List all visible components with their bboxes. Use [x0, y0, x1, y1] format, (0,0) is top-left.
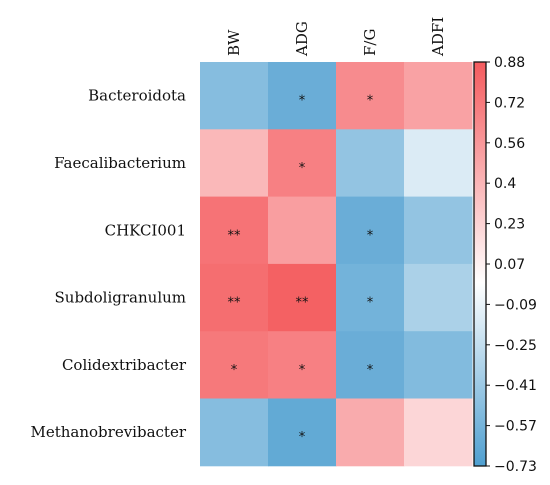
heatmap-cell	[200, 62, 269, 130]
colorbar-tick-label: 0.56	[494, 136, 525, 152]
heatmap-cell	[404, 331, 473, 399]
row-label: Subdoligranulum	[55, 289, 186, 307]
colorbar-tick-label: 0.23	[494, 217, 525, 233]
colorbar-tick-label: −0.09	[494, 297, 537, 313]
significance-mark: *	[367, 94, 374, 109]
heatmap-cell	[268, 398, 337, 467]
significance-mark: *	[299, 430, 306, 445]
column-label: F/G	[361, 29, 379, 56]
significance-mark: *	[367, 363, 374, 378]
significance-mark: *	[299, 363, 306, 378]
heatmap-cell	[200, 331, 269, 399]
heatmap-cell	[336, 331, 405, 399]
significance-mark: **	[228, 296, 242, 311]
colorbar-tick-label: −0.41	[494, 378, 537, 394]
colorbar-tick-label: −0.57	[494, 419, 537, 435]
significance-mark: *	[231, 363, 238, 378]
heatmap-cell	[268, 129, 337, 198]
significance-mark: **	[228, 228, 242, 243]
heatmap-cell	[268, 331, 337, 399]
colorbar-tick-label: 0.07	[494, 257, 525, 273]
significance-mark: **	[296, 296, 310, 311]
heatmap-cell	[268, 263, 337, 332]
row-label: Faecalibacterium	[54, 154, 186, 172]
heatmap-cell	[336, 263, 405, 332]
row-label: Bacteroidota	[88, 87, 186, 105]
heatmap-cell	[336, 129, 405, 198]
significance-mark: *	[367, 296, 374, 311]
colorbar-tick-label: 0.4	[494, 176, 516, 192]
heatmap-cell	[200, 263, 269, 332]
heatmap-cell	[268, 196, 337, 265]
heatmap-cell	[200, 196, 269, 265]
colorbar-tick-label: −0.73	[494, 459, 537, 475]
colorbar-tick-label: −0.25	[494, 338, 537, 354]
heatmap-cell	[404, 398, 473, 467]
column-label: ADG	[293, 21, 311, 57]
heatmap-cell	[336, 62, 405, 130]
heatmap-cell	[200, 398, 269, 467]
colorbar	[473, 61, 487, 467]
column-label: ADFI	[429, 17, 447, 57]
significance-mark: *	[299, 94, 306, 109]
heatmap-cell	[336, 398, 405, 467]
column-label: BW	[225, 29, 243, 56]
heatmap-cell	[336, 196, 405, 265]
heatmap-cell	[404, 129, 473, 198]
heatmap-cell	[200, 129, 269, 198]
row-label: Methanobrevibacter	[30, 423, 186, 441]
colorbar-tick-label: 0.88	[494, 55, 525, 71]
significance-mark: *	[299, 161, 306, 176]
colorbar-tick-label: 0.72	[494, 95, 525, 111]
heatmap-cell	[404, 263, 473, 332]
heatmap-cell	[404, 62, 473, 130]
heatmap-cell	[268, 62, 337, 130]
row-label: Colidextribacter	[62, 356, 187, 374]
row-label: CHKCI001	[105, 221, 186, 239]
significance-mark: *	[367, 228, 374, 243]
heatmap-cell	[404, 196, 473, 265]
